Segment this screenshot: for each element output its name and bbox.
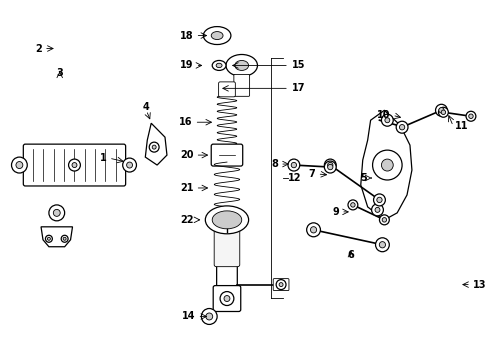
Circle shape (374, 207, 379, 212)
Circle shape (220, 292, 233, 306)
Text: 16: 16 (179, 117, 192, 127)
Text: 7: 7 (308, 169, 315, 179)
Circle shape (205, 313, 212, 320)
Text: 12: 12 (287, 173, 301, 183)
Text: 14: 14 (182, 311, 195, 321)
Circle shape (287, 159, 299, 171)
Ellipse shape (225, 54, 257, 76)
FancyBboxPatch shape (218, 82, 235, 97)
Ellipse shape (211, 32, 223, 40)
Ellipse shape (212, 211, 241, 229)
Circle shape (381, 114, 392, 126)
Circle shape (126, 162, 132, 168)
Circle shape (291, 162, 296, 168)
Text: 4: 4 (142, 102, 149, 112)
Circle shape (379, 215, 388, 225)
Circle shape (201, 309, 217, 324)
FancyBboxPatch shape (216, 226, 237, 293)
Ellipse shape (234, 60, 248, 71)
Text: 17: 17 (291, 84, 305, 93)
Circle shape (381, 159, 392, 171)
Circle shape (12, 157, 27, 173)
Circle shape (279, 283, 283, 287)
Text: 11: 11 (454, 121, 468, 131)
Circle shape (440, 110, 445, 114)
Circle shape (373, 194, 385, 206)
Circle shape (465, 111, 475, 121)
Polygon shape (41, 227, 72, 247)
Text: 10: 10 (376, 110, 389, 120)
Circle shape (324, 161, 335, 173)
Circle shape (375, 238, 388, 252)
Circle shape (347, 200, 357, 210)
FancyBboxPatch shape (273, 279, 288, 291)
Text: 15: 15 (291, 60, 305, 71)
Text: 20: 20 (180, 150, 193, 160)
Circle shape (438, 108, 443, 113)
Circle shape (324, 159, 335, 171)
Circle shape (61, 235, 68, 242)
Text: 5: 5 (359, 173, 366, 183)
Text: 21: 21 (180, 183, 193, 193)
Text: 2: 2 (35, 44, 42, 54)
Text: 3: 3 (56, 68, 63, 78)
Text: 13: 13 (472, 280, 486, 289)
Text: 19: 19 (180, 60, 193, 71)
Circle shape (47, 237, 50, 240)
Circle shape (49, 205, 64, 221)
FancyBboxPatch shape (211, 144, 242, 166)
Ellipse shape (205, 206, 248, 234)
Circle shape (384, 118, 389, 123)
Circle shape (45, 235, 52, 242)
Circle shape (149, 142, 159, 152)
Circle shape (350, 203, 354, 207)
Circle shape (372, 150, 401, 180)
Circle shape (152, 145, 156, 149)
Circle shape (72, 163, 77, 167)
Polygon shape (360, 110, 411, 220)
FancyBboxPatch shape (214, 218, 239, 267)
Circle shape (468, 114, 472, 118)
Circle shape (435, 104, 447, 116)
Text: 6: 6 (347, 250, 354, 260)
Circle shape (327, 162, 332, 168)
Circle shape (306, 223, 320, 237)
Text: 22: 22 (180, 215, 193, 225)
Ellipse shape (203, 27, 230, 45)
Circle shape (371, 204, 383, 216)
Circle shape (122, 158, 136, 172)
Circle shape (399, 125, 404, 130)
Circle shape (224, 296, 229, 302)
FancyBboxPatch shape (213, 285, 240, 311)
Circle shape (376, 197, 381, 203)
Ellipse shape (216, 63, 222, 68)
Circle shape (310, 227, 316, 233)
Text: 9: 9 (332, 207, 339, 217)
FancyBboxPatch shape (233, 75, 249, 96)
Circle shape (276, 280, 285, 289)
Ellipse shape (212, 60, 225, 71)
FancyBboxPatch shape (23, 144, 125, 186)
Circle shape (53, 210, 60, 216)
Circle shape (16, 162, 23, 168)
Circle shape (68, 159, 80, 171)
Circle shape (63, 237, 66, 240)
Text: 1: 1 (100, 153, 107, 163)
Circle shape (327, 165, 332, 170)
Text: 8: 8 (271, 159, 278, 169)
Circle shape (438, 107, 447, 117)
Circle shape (395, 121, 407, 133)
Circle shape (379, 242, 385, 248)
Circle shape (382, 217, 386, 222)
Text: 18: 18 (180, 31, 193, 41)
Polygon shape (145, 123, 166, 165)
